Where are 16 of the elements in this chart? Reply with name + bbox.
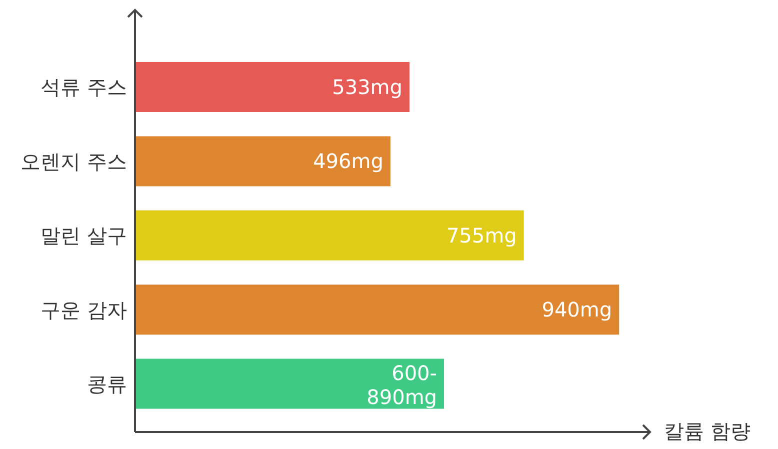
data-label: 940mg bbox=[542, 298, 612, 322]
y-tick-label: 오렌지 주스 bbox=[20, 149, 127, 174]
data-label: 600-890mg bbox=[366, 360, 437, 409]
bar bbox=[135, 284, 620, 335]
x-axis-title: 칼륨 함량 bbox=[664, 419, 750, 443]
bar bbox=[135, 358, 444, 409]
data-label: 755mg bbox=[446, 223, 517, 248]
y-tick-label: 콩류 bbox=[87, 372, 127, 396]
y-tick-label: 석류 주스 bbox=[40, 75, 127, 100]
y-tick-label: 구운 감자 bbox=[40, 298, 127, 322]
bar bbox=[135, 210, 524, 260]
y-tick-label: 말린 살구 bbox=[40, 224, 127, 248]
data-label: 496mg bbox=[313, 149, 384, 174]
bar bbox=[135, 136, 390, 186]
data-label: 533mg bbox=[332, 75, 402, 99]
bar bbox=[135, 62, 410, 112]
